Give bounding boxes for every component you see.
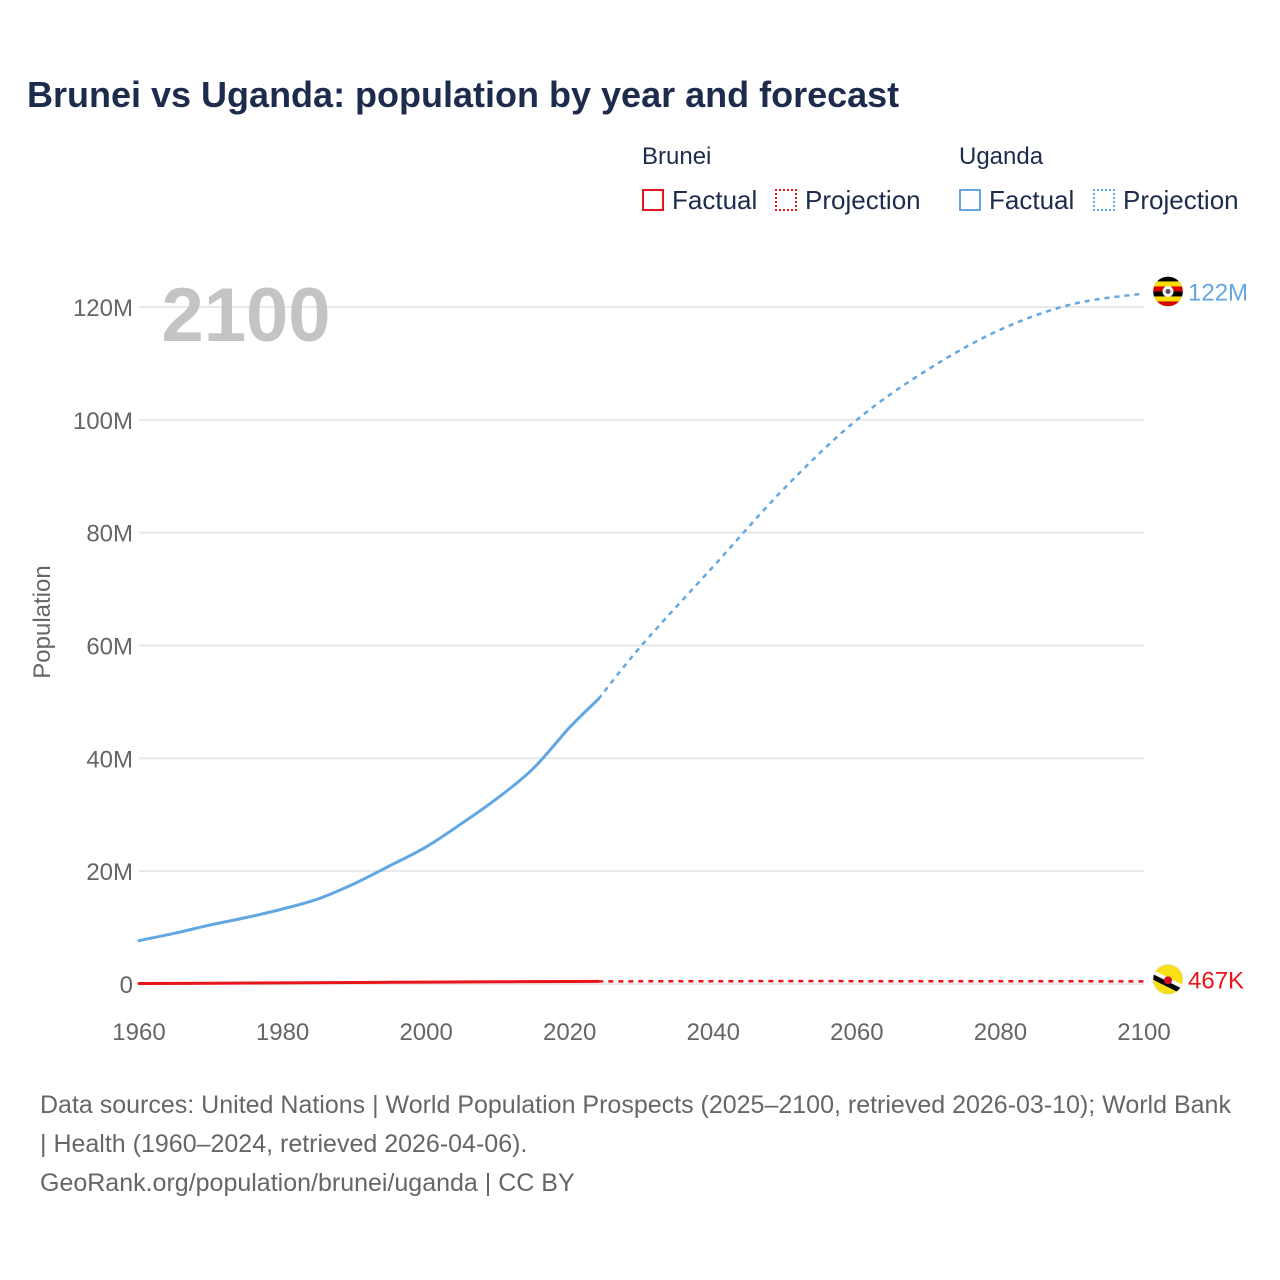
legend-brunei-projection[interactable]: Projection — [775, 184, 921, 216]
legend-group-brunei: Brunei — [642, 143, 712, 170]
x-axis-ticks: 1960 1980 2000 2020 2040 2060 2080 2100 — [112, 1019, 1170, 1046]
y-tick-label: 60M — [86, 634, 133, 661]
population-chart: 2100 0 20M 40M 60M 80M 100M 120M 1960 1980 2000 2… — [29, 273, 1248, 1046]
year-watermark: 2100 — [161, 273, 330, 358]
legend-brunei-projection-swatch — [775, 189, 797, 211]
brunei-factual-line[interactable] — [137, 979, 600, 985]
y-tick-label: 80M — [86, 521, 133, 548]
legend-brunei-factual[interactable]: Factual — [642, 184, 757, 216]
legend-brunei-projection-label: Projection — [805, 184, 921, 215]
brunei-end-label: 467K — [1188, 967, 1244, 994]
legend-brunei-factual-label: Factual — [672, 184, 758, 215]
x-tick-label: 1980 — [256, 1019, 309, 1046]
credit-link[interactable]: GeoRank.org/population/brunei/uganda | C… — [40, 1169, 575, 1197]
y-tick-label: 0 — [120, 972, 133, 999]
series-end-markers: 467K 122M — [1152, 276, 1248, 995]
y-tick-label: 40M — [86, 746, 133, 773]
legend-uganda-factual-label: Factual — [989, 184, 1075, 215]
legend-brunei-factual-swatch — [642, 189, 664, 211]
grid-lines — [139, 306, 1144, 985]
x-tick-label: 2040 — [687, 1019, 740, 1046]
x-tick-label: 2020 — [543, 1019, 596, 1046]
y-axis-ticks: 0 20M 40M 60M 80M 100M 120M — [73, 295, 133, 999]
series-lines — [137, 292, 1145, 985]
legend-uganda-factual[interactable]: Factual — [959, 184, 1074, 216]
uganda-end-label: 122M — [1188, 279, 1248, 306]
data-sources: Data sources: United Nations | World Pop… — [40, 1091, 1231, 1158]
y-tick-label: 100M — [73, 408, 133, 435]
x-tick-label: 2060 — [830, 1019, 883, 1046]
x-tick-label: 2000 — [399, 1019, 452, 1046]
brunei-flag-icon — [1152, 964, 1184, 995]
legend-uganda-projection[interactable]: Projection — [1093, 184, 1239, 216]
legend-uganda-projection-swatch — [1093, 189, 1115, 211]
uganda-projection-line[interactable] — [597, 292, 1145, 700]
x-tick-label: 2100 — [1117, 1019, 1170, 1046]
uganda-flag-icon — [1152, 276, 1184, 307]
x-tick-label: 1960 — [112, 1019, 165, 1046]
uganda-factual-line[interactable] — [137, 697, 600, 943]
x-tick-label: 2080 — [974, 1019, 1027, 1046]
footer: Data sources: United Nations | World Pop… — [40, 1086, 1240, 1203]
y-axis-label: Population — [29, 565, 56, 678]
y-tick-label: 120M — [73, 295, 133, 322]
y-tick-label: 20M — [86, 859, 133, 886]
legend-group-uganda: Uganda — [959, 143, 1044, 170]
legend-uganda-projection-label: Projection — [1123, 184, 1239, 215]
chart-title: Brunei vs Uganda: population by year and… — [27, 74, 900, 115]
legend-uganda-factual-swatch — [959, 189, 981, 211]
